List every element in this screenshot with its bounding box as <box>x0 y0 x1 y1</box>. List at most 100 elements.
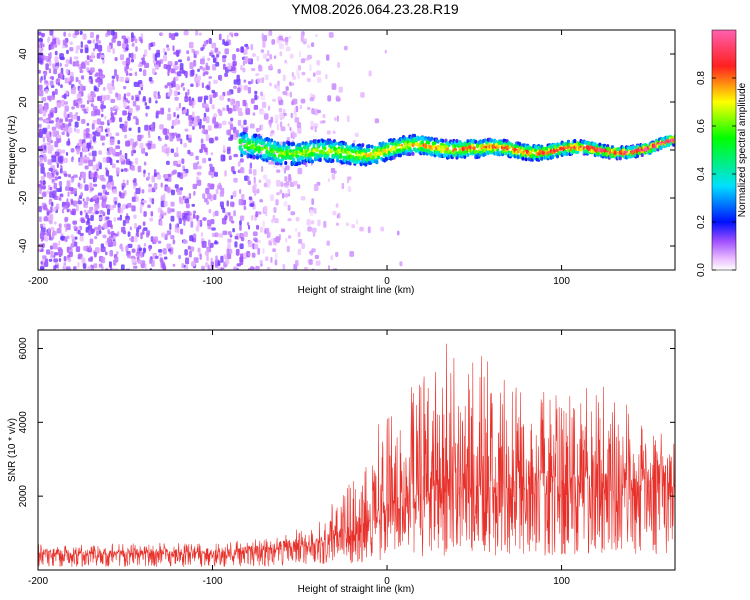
colorbar-ticks: 0.0 0.2 0.4 0.6 0.8 <box>696 71 736 277</box>
heatmap-cell <box>62 74 65 80</box>
heatmap-cell <box>183 142 187 148</box>
heatmap-cell <box>466 152 470 157</box>
heatmap-cell <box>142 221 146 226</box>
heatmap-cell <box>618 156 622 161</box>
heatmap-cell <box>315 147 319 152</box>
heatmap-cell <box>174 90 178 97</box>
heatmap-cell <box>108 175 113 182</box>
heatmap-cell <box>226 34 229 41</box>
heatmap-cell <box>327 95 332 102</box>
heatmap-cell <box>210 257 213 262</box>
heatmap-cell <box>79 232 84 237</box>
heatmap-cell <box>75 60 80 67</box>
heatmap-cell <box>90 214 94 221</box>
heatmap-cell <box>206 255 209 262</box>
heatmap-cell <box>201 82 204 89</box>
heatmap-cell <box>47 113 51 120</box>
heatmap-cell <box>278 35 283 41</box>
heatmap-cell <box>170 68 176 74</box>
heatmap-cell <box>281 164 285 171</box>
heatmap-cell <box>174 223 178 229</box>
y-tick-label: -40 <box>18 238 29 253</box>
heatmap-cell <box>295 216 300 222</box>
heatmap-cell <box>312 72 316 77</box>
heatmap-cell <box>167 173 172 177</box>
heatmap-cell <box>596 151 600 156</box>
heatmap-cell <box>128 127 132 131</box>
heatmap-cell <box>177 226 180 234</box>
heatmap-cell <box>174 132 177 137</box>
heatmap-cell <box>120 264 125 270</box>
heatmap-cell <box>378 151 382 156</box>
heatmap-cell <box>254 90 258 95</box>
heatmap-cell <box>224 41 229 46</box>
heatmap-cell <box>193 59 197 67</box>
heatmap-cell <box>38 69 41 74</box>
heatmap-cell <box>82 33 87 40</box>
heatmap-cell <box>72 200 78 207</box>
heatmap-cell <box>99 210 104 214</box>
heatmap-cell <box>248 168 253 175</box>
heatmap-cell <box>284 176 288 182</box>
heatmap-cell <box>91 211 95 216</box>
heatmap-cell <box>276 179 281 187</box>
heatmap-cell <box>275 236 280 243</box>
heatmap-cell <box>167 92 172 97</box>
heatmap-cell <box>62 265 67 270</box>
heatmap-cell <box>295 150 299 155</box>
heatmap-cell <box>282 142 286 147</box>
heatmap-cell <box>141 189 145 194</box>
heatmap-cell <box>135 96 139 101</box>
heatmap-cell <box>265 212 268 217</box>
heatmap-cell <box>355 219 359 225</box>
heatmap-cell <box>117 139 121 145</box>
heatmap-cell <box>303 38 307 42</box>
heatmap-cell <box>316 70 322 76</box>
heatmap-cell <box>239 243 244 250</box>
heatmap-cell <box>317 219 321 227</box>
heatmap-cell <box>289 91 292 98</box>
heatmap-cell <box>167 113 172 121</box>
heatmap-cell <box>204 129 209 135</box>
heatmap-cell <box>211 54 215 58</box>
heatmap-cell <box>188 193 192 200</box>
heatmap-cell <box>73 241 78 247</box>
heatmap-cell <box>139 206 143 214</box>
heatmap-cell <box>114 256 119 263</box>
heatmap-cell <box>179 187 184 191</box>
heatmap-cell <box>367 144 371 149</box>
heatmap-cell <box>82 142 87 147</box>
heatmap-cell <box>195 176 200 181</box>
heatmap-cell <box>245 55 249 63</box>
heatmap-cell <box>141 57 145 61</box>
heatmap-cell <box>81 118 86 124</box>
heatmap-cell <box>220 255 224 263</box>
heatmap-cell <box>206 193 212 200</box>
heatmap-cell <box>328 32 334 38</box>
heatmap-cell <box>228 137 233 141</box>
heatmap-cell <box>311 268 315 270</box>
y-tick-label: 0 <box>18 147 29 153</box>
heatmap-cell <box>224 72 229 78</box>
heatmap-cell <box>227 62 232 70</box>
heatmap-cell <box>217 123 222 129</box>
heatmap-cell <box>73 266 77 270</box>
heatmap-cell <box>332 268 338 270</box>
heatmap-cell <box>47 37 50 43</box>
heatmap-cell <box>199 253 202 260</box>
heatmap-y-axis-label: Frequency (Hz) <box>7 116 18 185</box>
heatmap-cell <box>183 171 186 178</box>
heatmap-cell <box>151 143 156 149</box>
heatmap-cell <box>148 97 152 104</box>
heatmap-cell <box>121 35 126 40</box>
heatmap-cell <box>279 121 283 128</box>
heatmap-cell <box>253 189 257 196</box>
heatmap-cell <box>237 119 242 126</box>
heatmap-cell <box>278 107 283 113</box>
heatmap-cell <box>276 192 280 196</box>
heatmap-cell <box>105 94 111 101</box>
heatmap-cell <box>176 50 180 55</box>
heatmap-cell <box>97 224 102 231</box>
heatmap-cell <box>208 209 212 214</box>
heatmap-cell <box>43 204 48 211</box>
